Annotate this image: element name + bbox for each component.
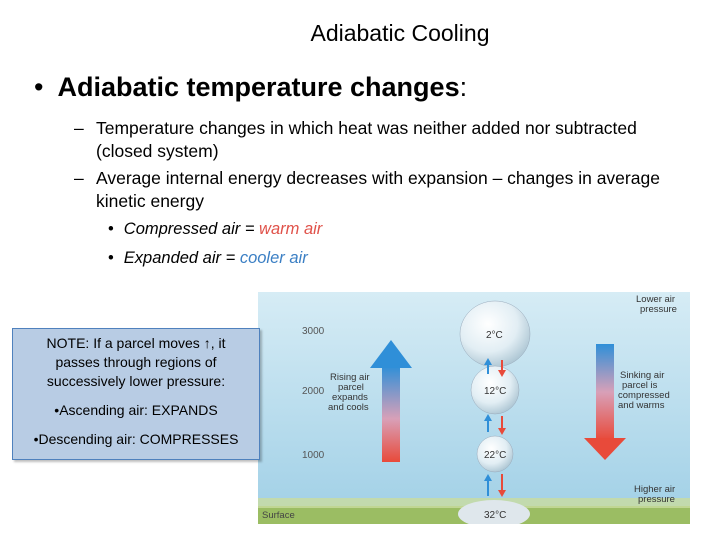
parcel-12c: 12°C <box>470 365 520 415</box>
dash-marker: – <box>74 168 84 188</box>
sub-bullet-1-line1: Temperature changes in which heat was ne… <box>96 118 637 138</box>
parcel-32c: 32°C <box>484 510 506 521</box>
sub-bullet-1-line2: (closed system) <box>96 141 219 161</box>
parcel-22c: 22°C <box>476 435 514 473</box>
slide-title: Adiabatic Cooling <box>310 20 490 46</box>
parcel-temp: 32°C <box>484 510 506 521</box>
diagram-svg: 3000 2000 1000 Surface Rising air parcel… <box>258 292 690 524</box>
altitude-label-3000: 3000 <box>302 326 325 337</box>
bullet-colon: : <box>459 72 468 102</box>
sub-bullet-2: – Average internal energy decreases with… <box>74 167 660 213</box>
pressure-label-line: Lower air <box>636 294 675 305</box>
rising-label-line: Rising air <box>330 372 370 383</box>
subsub-bullet-compressed: • Compressed air = warm air <box>108 220 322 239</box>
rising-label-line: parcel <box>338 382 364 393</box>
pressure-label-line: pressure <box>640 304 677 315</box>
sinking-label-line: compressed <box>618 390 670 401</box>
sinking-arrow <box>584 344 626 460</box>
parcel-2c: 2°C <box>459 300 531 368</box>
pressure-label-line: pressure <box>638 494 675 505</box>
rising-arrow <box>370 340 412 462</box>
bullet-term: Adiabatic temperature changes <box>57 72 460 102</box>
adiabatic-diagram: 3000 2000 1000 Surface Rising air parcel… <box>258 292 690 524</box>
subsub-bullet-expanded: • Expanded air = cooler air <box>108 249 308 268</box>
higher-pressure-label: Higher air pressure <box>634 484 675 505</box>
parcel-temp: 12°C <box>484 386 506 397</box>
sinking-label-line: and warms <box>618 400 665 411</box>
sub-bullet-2-line1: Average internal energy decreases with e… <box>96 168 660 188</box>
sinking-label-line: parcel is <box>622 380 658 391</box>
pressure-label-line: Higher air <box>634 484 675 495</box>
surface-label: Surface <box>262 510 295 521</box>
cooler-air-text: cooler air <box>239 249 308 267</box>
note-line-1: NOTE: If a parcel moves ↑, it <box>46 335 226 351</box>
note-ascending: •Ascending air: EXPANDS <box>54 402 218 418</box>
subsub-prefix: Compressed air = <box>123 220 260 238</box>
lower-pressure-label: Lower air pressure <box>636 294 677 315</box>
parcel-temp: 22°C <box>484 450 506 461</box>
parcel-temp: 2°C <box>486 330 503 341</box>
warm-air-text: warm air <box>259 220 323 238</box>
altitude-label-1000: 1000 <box>302 450 325 461</box>
sub-bullet-1: – Temperature changes in which heat was … <box>74 117 637 163</box>
note-spacer <box>19 420 253 430</box>
note-descending: •Descending air: COMPRESSES <box>33 431 239 447</box>
note-spacer <box>19 391 253 401</box>
dash-marker: – <box>74 118 84 138</box>
main-bullet: • Adiabatic temperature changes: <box>34 72 467 103</box>
surface-mound <box>458 500 530 524</box>
rising-label: Rising air parcel expands and cools <box>328 372 370 413</box>
bullet-dot: • <box>108 249 114 267</box>
bullet-dot: • <box>108 220 114 238</box>
sub-bullet-2-line2: kinetic energy <box>96 191 204 211</box>
sinking-label: Sinking air parcel is compressed and war… <box>618 370 670 411</box>
subsub-prefix: Expanded air = <box>123 249 240 267</box>
rising-label-line: expands <box>332 392 368 403</box>
note-line-3: successively lower pressure: <box>46 373 226 389</box>
bullet-dot: • <box>34 72 44 102</box>
sinking-label-line: Sinking air <box>620 370 664 381</box>
note-box: NOTE: If a parcel moves ↑, it passes thr… <box>12 328 260 460</box>
parcel-small-arrows <box>484 358 506 497</box>
note-line-2: passes through regions of <box>55 354 217 370</box>
rising-label-line: and cools <box>328 402 369 413</box>
altitude-label-2000: 2000 <box>302 386 325 397</box>
